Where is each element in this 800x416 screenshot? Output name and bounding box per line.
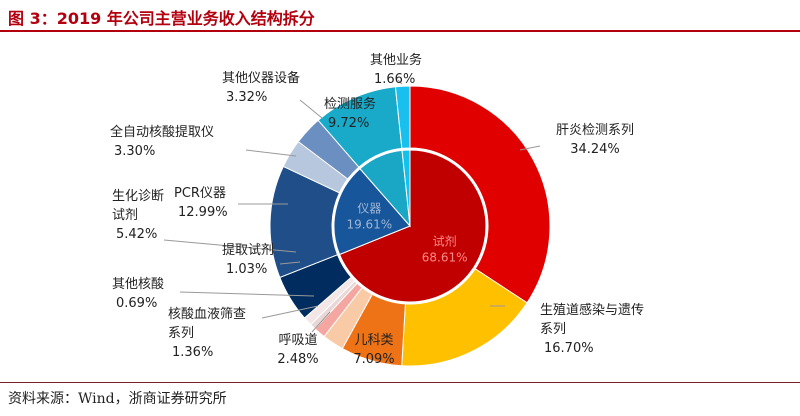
inner-label-name-1: 仪器: [357, 201, 381, 215]
inner-slice-0: [338, 149, 487, 303]
outer-label-name-0: 肝炎检测系列: [556, 123, 634, 138]
outer-label-value-10: 3.32%: [226, 90, 267, 105]
outer-label-name-6: 提取试剂: [222, 242, 274, 258]
inner-label-value-1: 19.61%: [346, 217, 392, 231]
outer-label-value-9: 3.30%: [114, 144, 155, 159]
leader-line-12: [397, 79, 403, 85]
inner-labels: 试剂 68.61% 仪器 19.61%: [346, 201, 467, 264]
inner-label-name-0: 试剂: [433, 233, 457, 248]
inner-slice-1: [333, 168, 411, 256]
leader-line-10: [299, 99, 323, 119]
outer-label-name-1-line2: 系列: [540, 322, 566, 337]
leader-line-0: [519, 145, 541, 151]
leader-line-6: [279, 261, 301, 265]
outer-label-name-4: 核酸血液筛查: [168, 307, 246, 322]
outer-label-name-3: 呼吸道: [278, 333, 317, 348]
leader-line-5: [179, 291, 315, 297]
outer-label-name-11: 检测服务: [324, 96, 376, 112]
leader-lines: [163, 79, 541, 333]
outer-slice-12: [394, 85, 411, 149]
outer-label-name-9: 全自动核酸提取仪: [110, 124, 214, 140]
inner-slice-3: [401, 149, 411, 227]
outer-label-value-5: 0.69%: [116, 296, 157, 311]
outer-ring: [269, 85, 551, 367]
outer-label-value-8: 12.99%: [178, 205, 228, 220]
outer-label-value-12: 1.66%: [374, 72, 415, 87]
outer-label-name-4-line2: 系列: [168, 326, 194, 341]
source-divider: [0, 382, 800, 383]
leader-line-7: [163, 239, 297, 253]
title-divider: [0, 30, 800, 32]
outer-label-value-11: 9.72%: [328, 116, 369, 131]
outer-label-name-7-line2: 试剂: [112, 208, 138, 223]
outer-label-name-10: 其他仪器设备: [222, 70, 300, 86]
outer-labels: 肝炎检测系列34.24%生殖道感染与遗传系列16.70%儿科类7.09%呼吸道2…: [110, 52, 644, 367]
leader-line-4: [261, 305, 319, 319]
outer-label-value-6: 1.03%: [226, 262, 267, 277]
outer-label-name-12: 其他业务: [370, 52, 422, 68]
outer-label-name-5: 其他核酸: [112, 277, 164, 292]
leader-line-9: [245, 149, 297, 157]
inner-pie: [333, 149, 487, 303]
outer-label-value-3: 2.48%: [277, 352, 318, 367]
outer-label-name-2: 儿科类: [354, 333, 393, 348]
source-note: 资料来源：Wind，浙商证券研究所: [8, 391, 227, 407]
outer-slice-0: [409, 85, 551, 304]
chart-title: 图 3：2019 年公司主营业务收入结构拆分: [8, 9, 315, 28]
outer-label-value-0: 34.24%: [570, 142, 620, 157]
outer-label-value-4: 1.36%: [172, 345, 213, 360]
outer-label-name-1: 生殖道感染与遗传: [540, 302, 644, 318]
leader-line-3: [311, 311, 331, 333]
outer-label-name-7: 生化诊断: [112, 189, 164, 204]
outer-label-name-8: PCR仪器: [174, 186, 226, 201]
outer-label-value-2: 7.09%: [353, 352, 394, 367]
outer-label-value-1: 16.70%: [544, 341, 594, 356]
outer-label-value-7: 5.42%: [116, 227, 157, 242]
inner-label-value-0: 68.61%: [422, 250, 468, 264]
